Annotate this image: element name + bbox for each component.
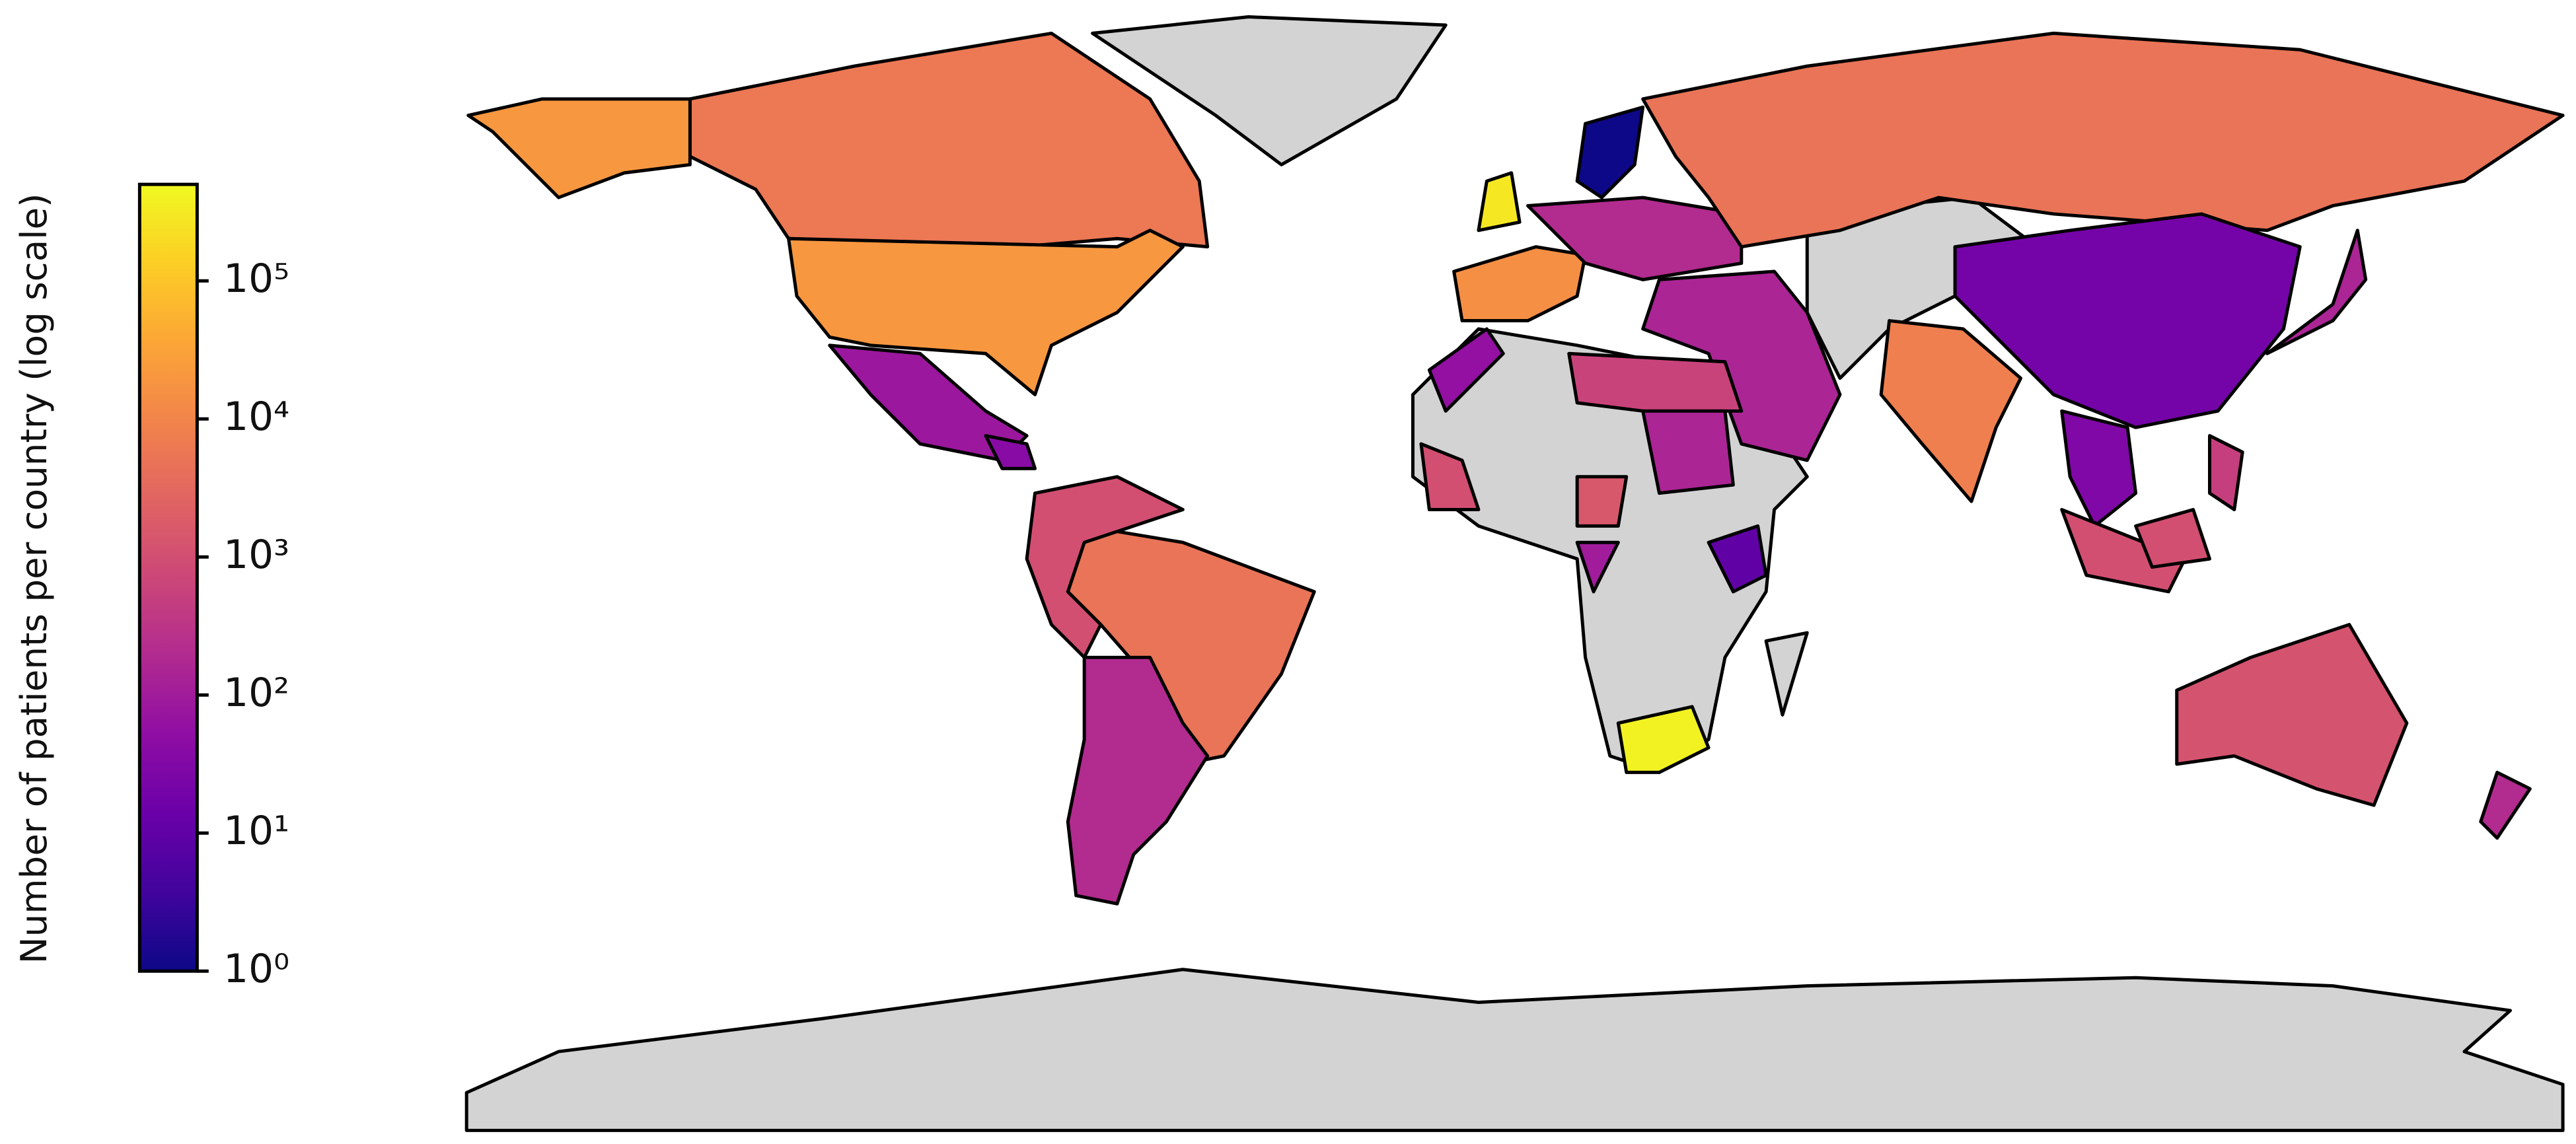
no-data-region bbox=[1091, 15, 1448, 166]
country bbox=[688, 31, 1210, 249]
colorbar-tick-label: 10² bbox=[223, 670, 289, 716]
country bbox=[1575, 105, 1645, 199]
country bbox=[984, 434, 1037, 470]
country bbox=[1025, 475, 1185, 659]
country bbox=[1066, 655, 1210, 906]
country bbox=[2175, 623, 2409, 807]
colorbar-tick-label: 10⁵ bbox=[223, 256, 289, 302]
country bbox=[1477, 171, 1522, 232]
country bbox=[1427, 327, 1505, 413]
no-data-region bbox=[464, 968, 2565, 1132]
country bbox=[2265, 229, 2368, 355]
country bbox=[1419, 442, 1481, 511]
country bbox=[1641, 409, 1735, 495]
country bbox=[1641, 269, 1842, 462]
country bbox=[1452, 245, 1588, 323]
country bbox=[2060, 409, 2138, 528]
country bbox=[1616, 705, 1711, 774]
country bbox=[2207, 434, 2244, 511]
country bbox=[1575, 540, 1620, 594]
colorbar-tick-label: 10³ bbox=[223, 532, 289, 578]
country bbox=[787, 229, 1185, 396]
country bbox=[2479, 770, 2532, 840]
colorbar-tick-label: 10¹ bbox=[223, 808, 289, 854]
countries bbox=[466, 31, 2565, 906]
country bbox=[1879, 319, 2023, 503]
colorbar-tick-label: 10⁴ bbox=[223, 394, 289, 440]
country bbox=[1526, 196, 1744, 281]
no-data-region bbox=[1764, 631, 1809, 717]
country bbox=[1641, 31, 2565, 249]
country bbox=[1567, 351, 1744, 413]
country bbox=[1953, 212, 2302, 429]
country bbox=[1575, 475, 1629, 528]
country bbox=[1707, 524, 1768, 594]
colorbar bbox=[137, 182, 199, 973]
colorbar-label: Number of patients per country (log scal… bbox=[13, 194, 55, 964]
country bbox=[466, 97, 692, 199]
country bbox=[2134, 508, 2211, 569]
colorbar-tick-label: 10⁰ bbox=[223, 947, 289, 992]
